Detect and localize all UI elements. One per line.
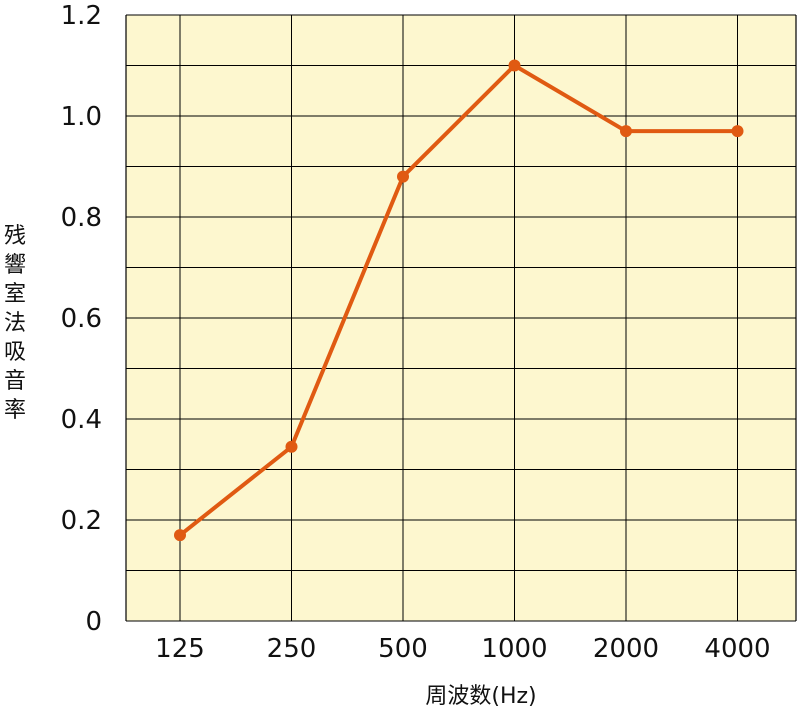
- x-ticks: 125 250 500 1000 2000 4000: [155, 634, 770, 664]
- data-point: [731, 125, 744, 138]
- series-line: [178, 63, 738, 537]
- y-axis-title-char: 吸: [3, 340, 26, 365]
- data-point: [620, 125, 632, 138]
- y-axis-title-char: 率: [3, 398, 26, 423]
- y-tick-label: 0.8: [61, 203, 102, 233]
- x-tick-label: 250: [267, 634, 317, 664]
- x-tick-label: 1000: [481, 634, 547, 664]
- y-tick-label: 0.6: [61, 304, 102, 334]
- y-ticks: 0 0.2 0.4 0.6 0.8 1.0 1.2: [61, 1, 102, 637]
- y-axis-title-char: 響: [3, 253, 26, 278]
- data-point: [397, 170, 409, 183]
- data-point: [174, 529, 186, 542]
- y-tick-label: 1.0: [61, 102, 102, 132]
- series-group: [174, 59, 744, 542]
- y-axis-title-char: 音: [3, 369, 26, 394]
- data-point: [508, 59, 521, 72]
- x-tick-label: 500: [378, 634, 428, 664]
- y-axis-title-char: 残: [3, 224, 26, 249]
- x-tick-label: 125: [155, 634, 205, 664]
- y-axis-title: 残響室法吸音率: [0, 222, 30, 425]
- y-tick-label: 0.4: [61, 405, 102, 435]
- x-tick-label: 4000: [704, 634, 770, 664]
- y-tick-label: 0: [85, 607, 102, 637]
- x-axis-title: 周波数(Hz): [425, 684, 536, 709]
- y-tick-label: 1.2: [61, 1, 102, 31]
- y-tick-label: 0.2: [61, 506, 102, 536]
- y-axis-title-char: 法: [3, 311, 26, 336]
- data-point: [285, 440, 298, 453]
- x-tick-label: 2000: [593, 634, 659, 664]
- y-axis-title-char: 室: [3, 282, 26, 307]
